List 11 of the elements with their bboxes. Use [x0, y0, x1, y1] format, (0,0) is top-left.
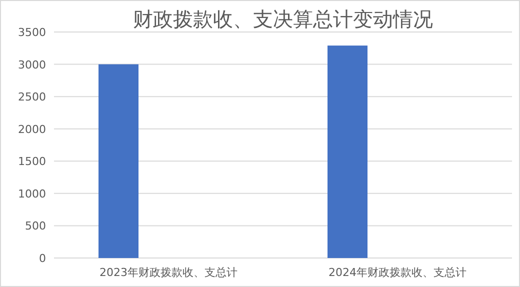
- y-tick-label: 0: [39, 252, 46, 265]
- y-tick-label: 2000: [18, 122, 46, 136]
- y-tick-label: 1000: [18, 187, 46, 200]
- chart-title: 财政拨款收、支决算总计变动情况: [133, 7, 433, 31]
- y-tick-label: 3000: [18, 58, 46, 72]
- x-tick-label: 2024年财政拨款收、支总计: [328, 266, 466, 279]
- y-tick-label: 2500: [18, 90, 46, 104]
- y-tick-label: 3500: [18, 26, 46, 39]
- y-tick-label: 1500: [18, 155, 46, 168]
- y-tick-label: 500: [25, 220, 46, 233]
- x-tick-label: 2023年财政拨款收、支总计: [100, 266, 238, 279]
